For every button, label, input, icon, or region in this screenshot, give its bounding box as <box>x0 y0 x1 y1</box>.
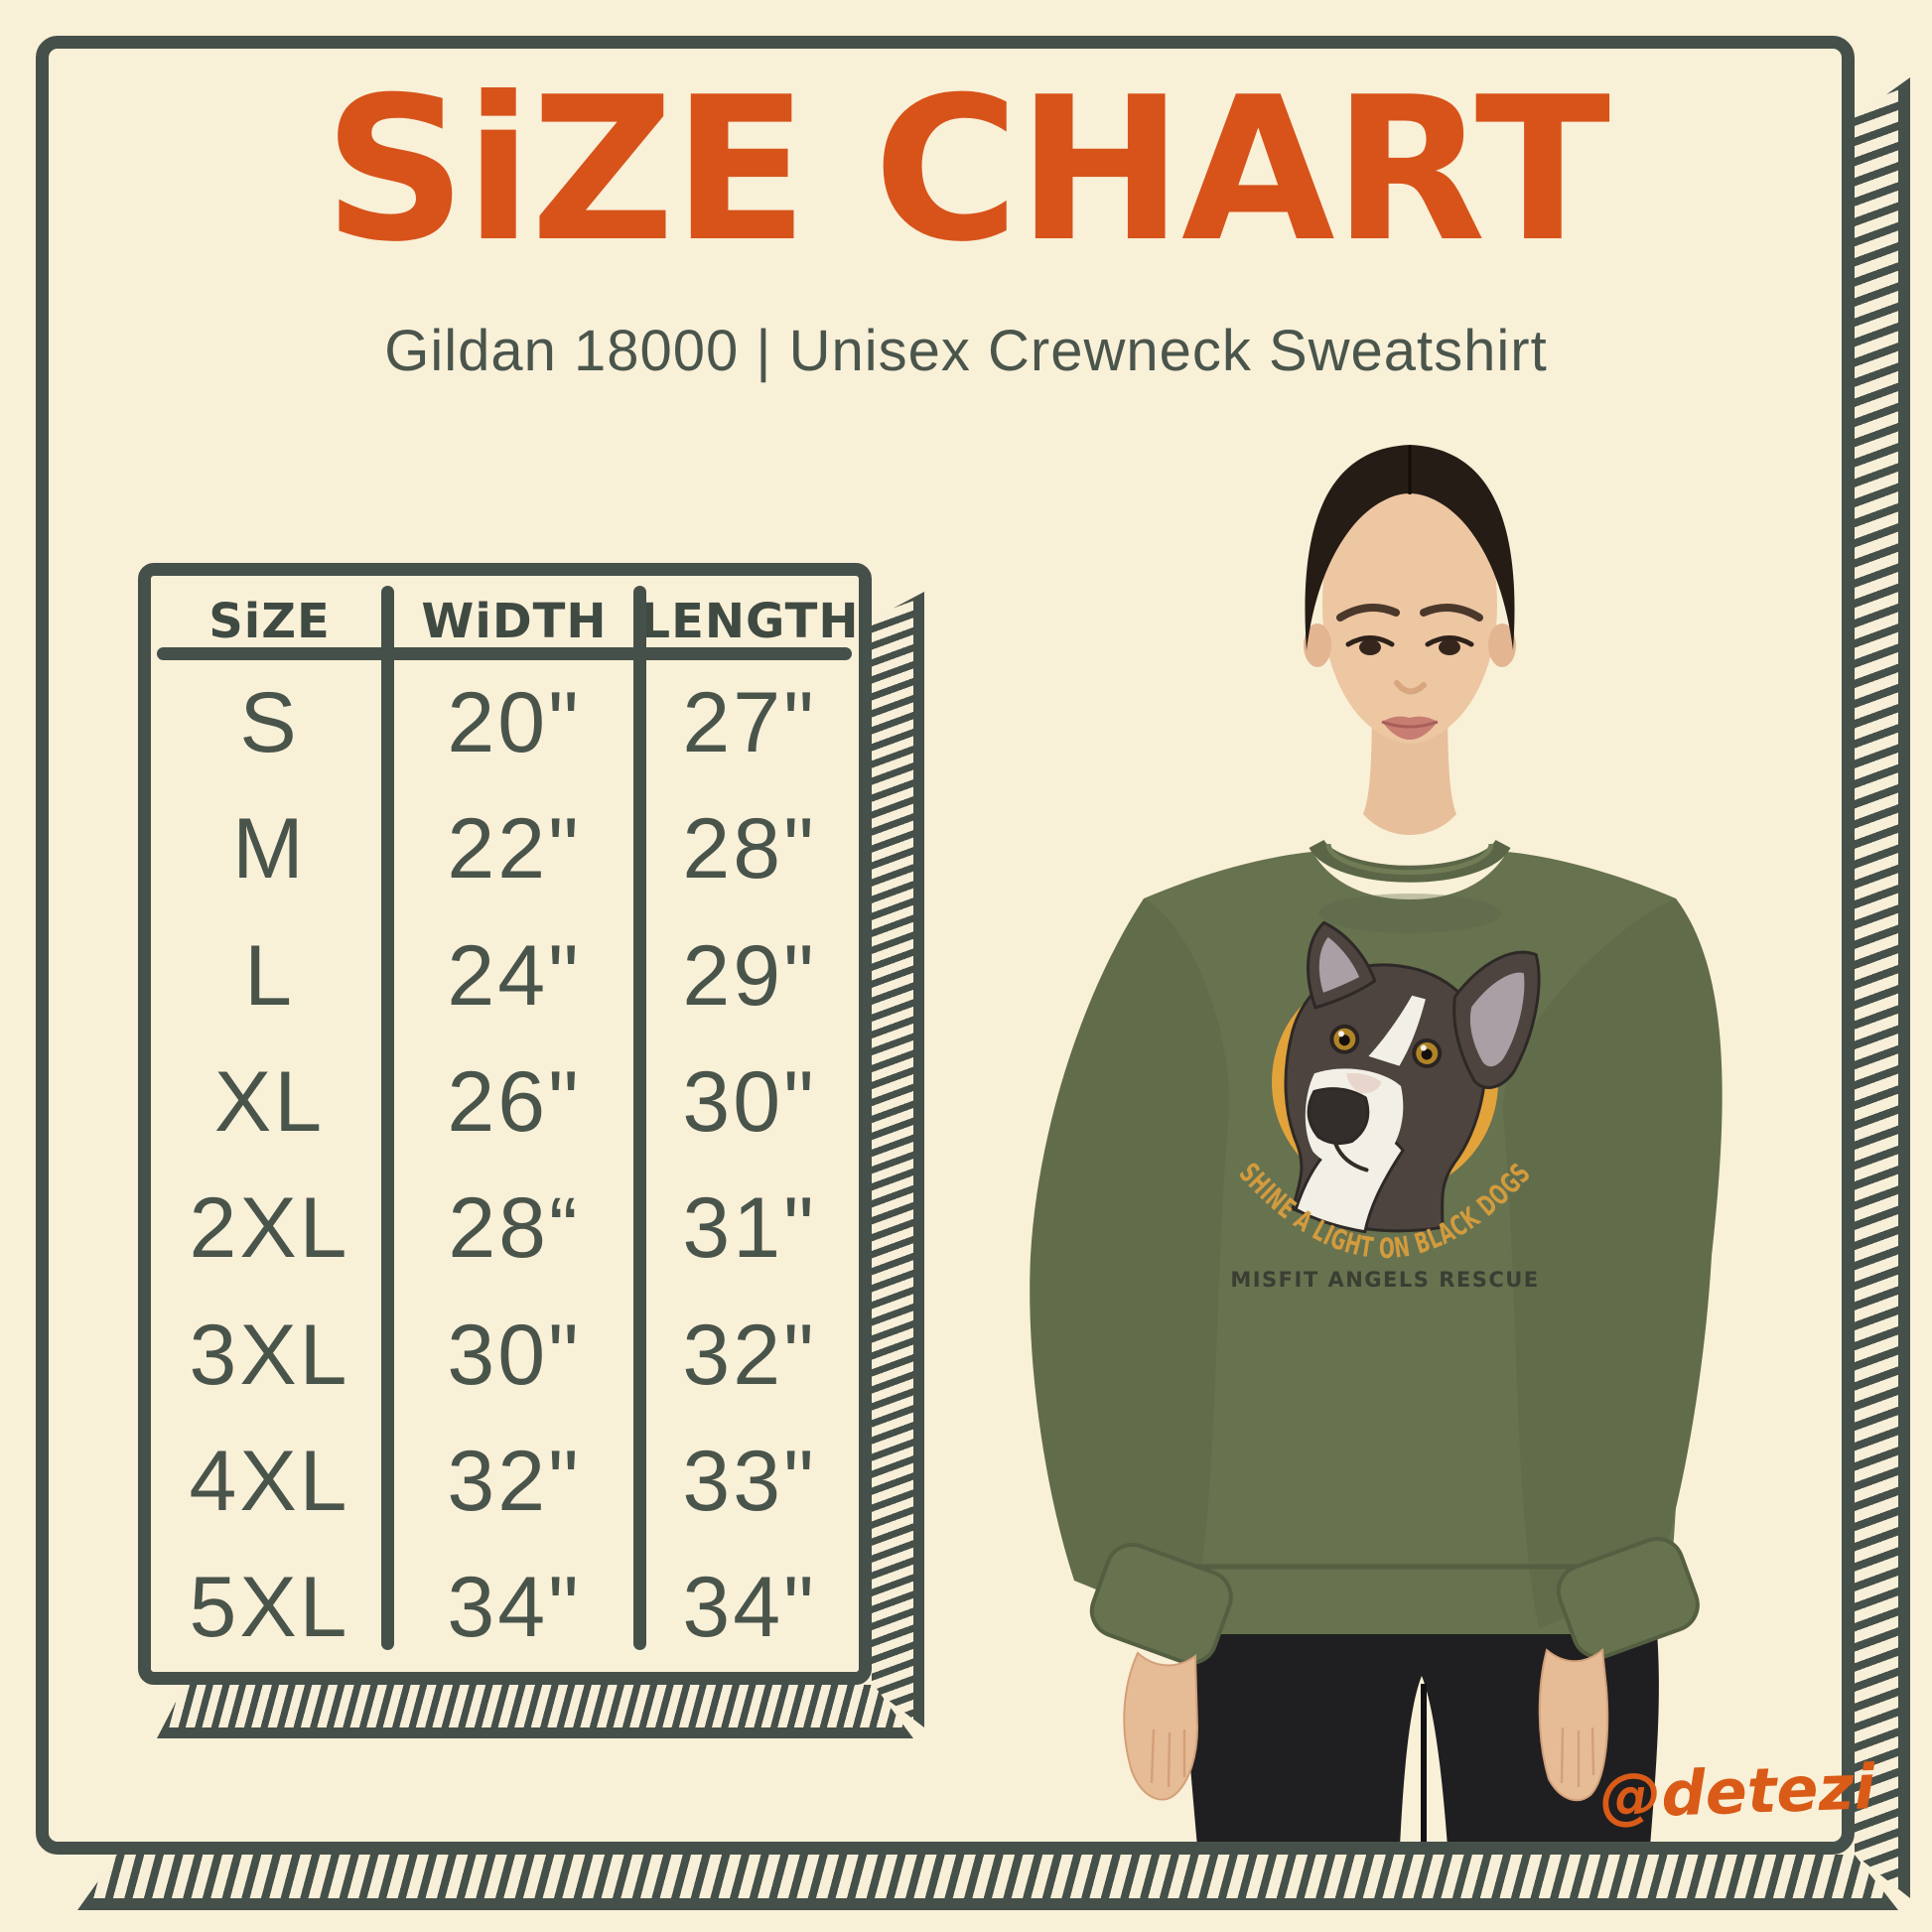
cell-length: 32" <box>682 1307 817 1403</box>
cuffs-and-hands <box>1089 1536 1700 1802</box>
model-figure <box>1030 445 1723 1847</box>
col-header-size: SiZE <box>208 593 331 649</box>
header-divider <box>157 647 852 660</box>
watermark: @detezi <box>1598 1750 1876 1833</box>
frame-shadow-bottom <box>77 1855 1898 1910</box>
sleeve-left <box>1030 898 1230 1628</box>
page-subtitle: Gildan 18000 | Unisex Crewneck Sweatshir… <box>384 319 1548 383</box>
cell-length: 29" <box>682 927 817 1024</box>
cell-width: 26" <box>447 1054 582 1151</box>
table-shadow-bottom <box>157 1685 913 1738</box>
jeans <box>1181 1618 1659 1847</box>
cell-width: 34" <box>447 1560 582 1656</box>
ear-right <box>1488 623 1516 667</box>
cell-width: 20" <box>447 675 582 771</box>
cell-length: 34" <box>682 1560 817 1656</box>
cell-length: 27" <box>682 675 817 771</box>
cell-width: 30" <box>447 1307 582 1403</box>
cell-width: 22" <box>447 801 582 897</box>
column-divider <box>633 586 646 1650</box>
size-table: SiZE WiDTH LENGTH S 20" 27" M 22" 28" L … <box>138 563 872 1685</box>
cell-size: L <box>244 927 295 1024</box>
sleeve-right <box>1502 898 1723 1628</box>
cell-length: 31" <box>682 1180 817 1277</box>
page-title: SiZE CHART <box>323 55 1610 286</box>
cell-size: S <box>239 675 300 771</box>
cell-width: 32" <box>447 1433 582 1529</box>
dog-icon <box>1284 920 1541 1234</box>
cell-length: 33" <box>682 1433 817 1529</box>
badge-org-text: MISFIT ANGELS RESCUE <box>1230 1268 1539 1292</box>
column-divider <box>381 586 394 1650</box>
cell-size: M <box>232 801 307 897</box>
ear-left <box>1304 623 1331 667</box>
cell-size: 2XL <box>189 1180 350 1277</box>
col-header-length: LENGTH <box>639 593 860 649</box>
hand-right <box>1538 1648 1609 1802</box>
cell-size: XL <box>213 1054 326 1151</box>
cell-length: 28" <box>682 801 817 897</box>
cell-size: 5XL <box>189 1560 350 1656</box>
cell-size: 4XL <box>189 1433 350 1529</box>
cell-width: 28“ <box>448 1180 581 1277</box>
hand-left <box>1123 1651 1199 1801</box>
col-header-width: WiDTH <box>421 593 608 649</box>
cell-size: 3XL <box>189 1307 350 1403</box>
hair <box>1305 445 1515 650</box>
cell-width: 24" <box>447 927 582 1024</box>
model-photo: SHINE A LIGHT ON BLACK DOGS MISFIT ANGEL… <box>1030 445 1723 1847</box>
cell-length: 30" <box>682 1054 817 1151</box>
